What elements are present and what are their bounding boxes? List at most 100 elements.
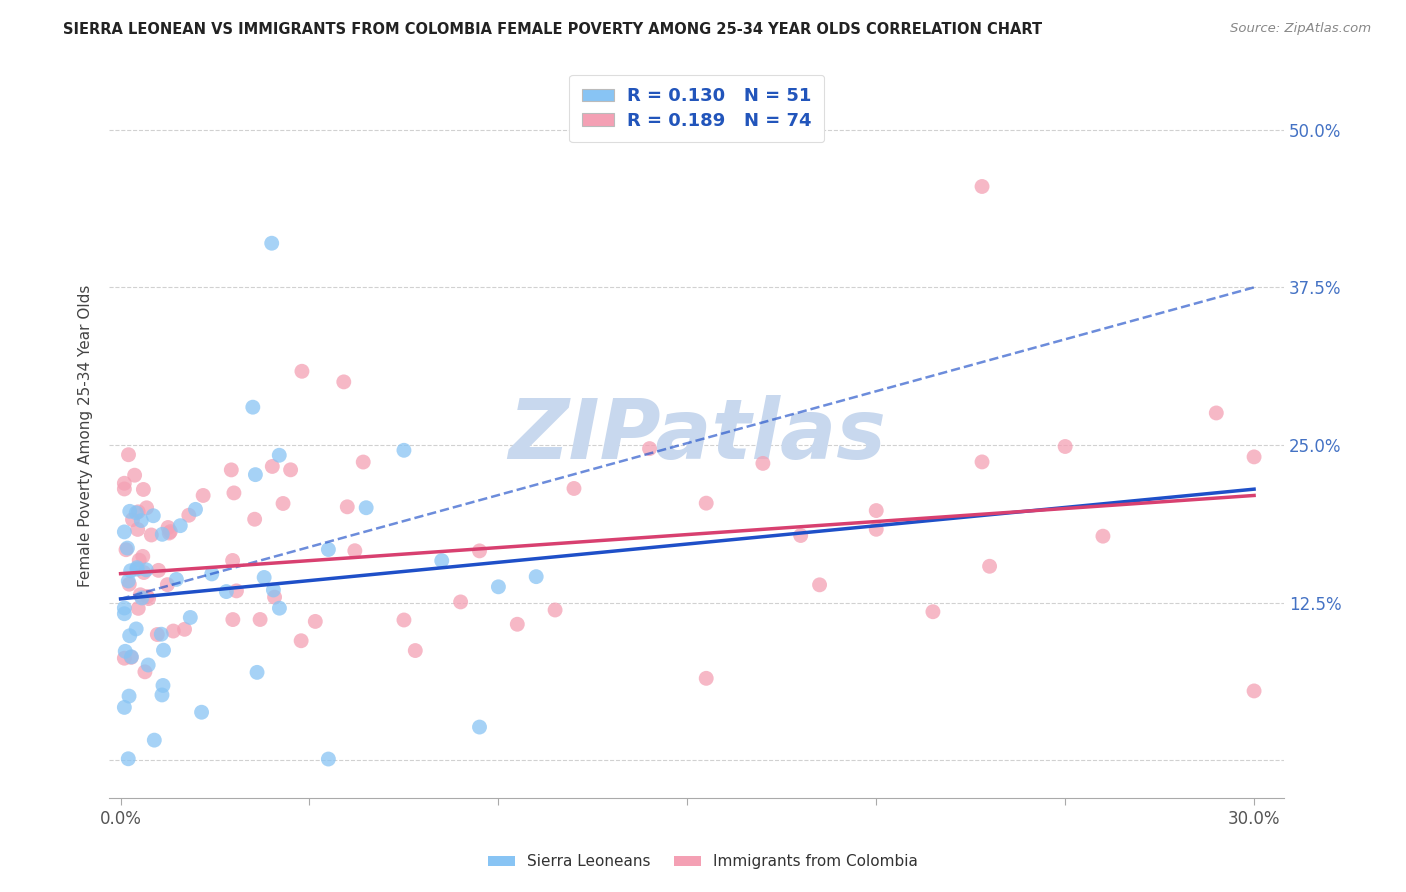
Point [150, 627, 173, 641]
Point [262, 459, 284, 474]
Point [280, 463, 302, 477]
Point [249, 612, 271, 626]
Point [128, 553, 150, 567]
Point [157, 520, 180, 534]
Point [141, 528, 163, 542]
Point [112, 601, 135, 615]
Point [132, 549, 155, 564]
Point [117, 448, 139, 462]
Point [352, 455, 374, 469]
Text: ZIPatlas: ZIPatlas [508, 395, 886, 476]
Point [146, 627, 169, 641]
Point [486, 580, 509, 594]
Point [179, 610, 201, 624]
Point [808, 578, 831, 592]
Point [125, 562, 148, 576]
Point [117, 541, 139, 555]
Point [695, 671, 717, 685]
Point [134, 665, 156, 679]
Point [506, 617, 529, 632]
Point [290, 633, 312, 648]
Point [245, 467, 267, 482]
Point [157, 526, 180, 541]
Point [970, 455, 993, 469]
Point [752, 456, 775, 470]
Point [136, 658, 159, 673]
Point [177, 508, 200, 523]
Point [112, 482, 135, 496]
Point [165, 573, 187, 587]
Point [148, 563, 170, 577]
Point [121, 513, 143, 527]
Point [404, 643, 426, 657]
Point [190, 705, 212, 719]
Point [260, 236, 283, 251]
Point [392, 613, 415, 627]
Point [114, 644, 136, 658]
Point [215, 584, 238, 599]
Text: SIERRA LEONEAN VS IMMIGRANTS FROM COLOMBIA FEMALE POVERTY AMONG 25-34 YEAR OLDS : SIERRA LEONEAN VS IMMIGRANTS FROM COLOMB… [63, 22, 1042, 37]
Point [129, 588, 152, 602]
Point [169, 518, 191, 533]
Point [152, 643, 174, 657]
Point [173, 623, 195, 637]
Point [222, 486, 245, 500]
Legend: Sierra Leoneans, Immigrants from Colombia: Sierra Leoneans, Immigrants from Colombi… [481, 848, 925, 875]
Point [152, 678, 174, 692]
Point [136, 590, 159, 604]
Point [225, 583, 247, 598]
Point [112, 524, 135, 539]
Point [304, 615, 326, 629]
Point [125, 622, 148, 636]
Point [392, 443, 415, 458]
Point [1091, 529, 1114, 543]
Point [269, 448, 291, 462]
Point [127, 523, 149, 537]
Text: Source: ZipAtlas.com: Source: ZipAtlas.com [1230, 22, 1371, 36]
Point [544, 603, 567, 617]
Point [112, 700, 135, 714]
Point [127, 601, 149, 615]
Point [120, 649, 142, 664]
Point [865, 522, 887, 536]
Point [156, 577, 179, 591]
Point [118, 504, 141, 518]
Point [263, 590, 285, 604]
Point [129, 514, 152, 528]
Point [131, 591, 153, 605]
Point [135, 500, 157, 515]
Point [135, 563, 157, 577]
Point [524, 569, 547, 583]
Point [112, 476, 135, 491]
Point [124, 468, 146, 483]
Point [118, 577, 141, 591]
Point [221, 463, 243, 477]
Point [162, 624, 184, 638]
Point [127, 505, 149, 519]
Point [132, 566, 155, 580]
Point [1205, 406, 1227, 420]
Point [1243, 684, 1265, 698]
Point [191, 488, 214, 502]
Point [115, 542, 138, 557]
Point [118, 629, 141, 643]
Point [343, 543, 366, 558]
Point [336, 500, 359, 514]
Point [118, 689, 141, 703]
Point [201, 566, 224, 581]
Point [120, 564, 142, 578]
Point [271, 496, 294, 510]
Point [262, 582, 284, 597]
Legend: R = 0.130   N = 51, R = 0.189   N = 74: R = 0.130 N = 51, R = 0.189 N = 74 [569, 75, 824, 143]
Point [638, 442, 661, 456]
Point [468, 544, 491, 558]
Point [143, 733, 166, 747]
Point [291, 364, 314, 378]
Point [246, 665, 269, 680]
Point [865, 503, 887, 517]
Point [695, 496, 717, 510]
Point [922, 605, 945, 619]
Point [138, 591, 160, 606]
Point [468, 720, 491, 734]
Point [150, 527, 173, 541]
